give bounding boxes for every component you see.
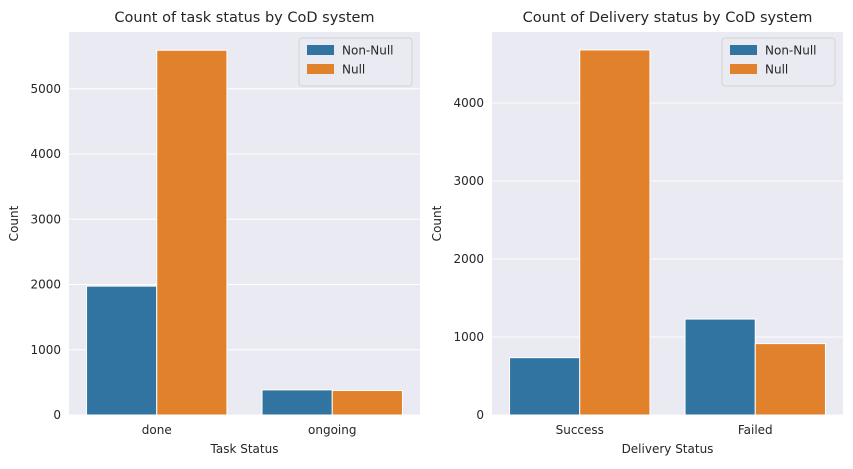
x-axis-label: Delivery Status — [622, 442, 714, 456]
y-axis-label: Count — [430, 205, 444, 241]
y-tick-label: 0 — [53, 408, 61, 422]
bar-null-failed — [754, 343, 826, 416]
x-tick-label: Failed — [738, 423, 773, 437]
x-tick-label: Success — [556, 423, 604, 437]
legend-swatch — [730, 45, 757, 55]
bar-non-null-failed — [684, 318, 756, 416]
legend-swatch — [730, 64, 757, 74]
legend-label: Non-Null — [342, 44, 394, 58]
x-tick-label: done — [142, 423, 172, 437]
y-tick-label: 3000 — [30, 212, 61, 226]
y-tick-label: 3000 — [453, 174, 484, 188]
x-axis-label: Task Status — [210, 442, 279, 456]
x-tick-label: ongoing — [308, 423, 356, 437]
y-tick-label: 5000 — [30, 82, 61, 96]
chart-panel-1: 0 1000 2000 3000 4000 5000 done ongoing Count of… — [7, 10, 420, 456]
bar-null-success — [579, 49, 651, 416]
bar-non-null-ongoing — [261, 389, 333, 416]
chart-title: Count of task status by CoD system — [114, 10, 374, 26]
chart-title: Count of Delivery status by CoD system — [523, 10, 813, 26]
y-tick-label: 4000 — [453, 96, 484, 110]
legend-swatch — [307, 64, 334, 74]
legend-label: Null — [342, 63, 365, 77]
legend: Non-Null Null — [721, 37, 836, 87]
legend-label: Non-Null — [765, 44, 817, 58]
legend-swatch — [307, 45, 334, 55]
y-tick-label: 1000 — [453, 330, 484, 344]
y-tick-label: 2000 — [453, 252, 484, 266]
y-tick-label: 4000 — [30, 147, 61, 161]
y-tick-label: 1000 — [30, 343, 61, 357]
bar-null-ongoing — [331, 390, 403, 416]
y-tick-label: 0 — [476, 408, 484, 422]
legend: Non-Null Null — [298, 37, 413, 87]
bar-null-done — [156, 49, 228, 416]
y-axis-label: Count — [7, 205, 21, 241]
y-tick-label: 2000 — [30, 278, 61, 292]
bar-non-null-done — [86, 285, 158, 416]
bar-non-null-success — [509, 357, 581, 416]
chart-panel-2: 0 1000 2000 3000 4000 Success Failed Count of D… — [430, 10, 843, 456]
legend-label: Null — [765, 63, 788, 77]
